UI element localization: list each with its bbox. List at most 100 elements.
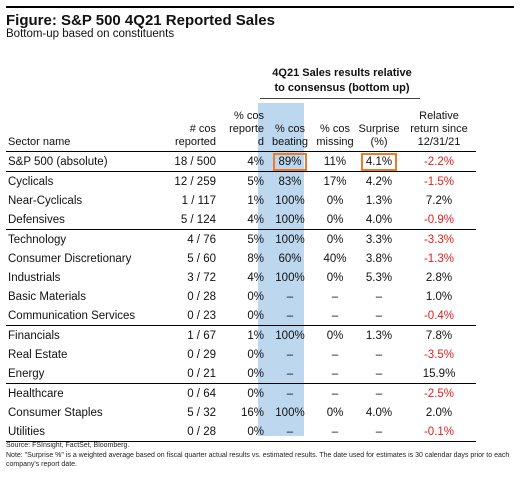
relative-return: -0.4% <box>423 309 455 322</box>
pct-beating: – <box>286 290 294 303</box>
relative-return: 7.2% <box>425 194 453 207</box>
surprise-pct-cell: – <box>356 364 402 384</box>
pct-missing: – <box>331 367 339 380</box>
pct-reported-cell: 16% <box>218 403 266 422</box>
reported-count-cell: 5 / 60 <box>154 249 218 268</box>
surprise-pct: 1.3% <box>365 329 393 342</box>
sector-name-cell: Consumer Staples <box>6 403 154 422</box>
pct-beating-cell: 100% <box>266 325 314 345</box>
pct-beating: 100% <box>275 406 305 419</box>
pct-beating-cell: – <box>266 422 314 442</box>
sector-name: Communication Services <box>8 309 136 322</box>
relative-return: -0.1% <box>423 425 455 438</box>
col-header-surprise: Surprise (%) <box>356 103 402 152</box>
table-row: Consumer Discretionary 5 / 60 8% 60% 40% 3.8%… <box>6 249 476 268</box>
sector-name: S&P 500 (absolute) <box>8 155 108 168</box>
pct-reported-cell: 0% <box>218 345 266 364</box>
sales-results-table: Sector name # cos reported % cos reporte d … <box>6 103 476 442</box>
sector-name-cell: Energy <box>6 364 154 384</box>
reported-count: 1 / 117 <box>181 194 216 207</box>
group-header-line1: 4Q21 Sales results relative <box>272 67 412 79</box>
pct-missing: – <box>331 425 339 438</box>
pct-missing-cell: 0% <box>314 210 356 230</box>
reported-count: 0 / 64 <box>187 387 216 400</box>
surprise-pct-cell: – <box>356 345 402 364</box>
relative-return: 2.0% <box>425 406 453 419</box>
col-header-reported: # cos reported <box>154 103 218 152</box>
surprise-pct: 3.8% <box>365 252 393 265</box>
pct-beating: 100% <box>275 194 305 207</box>
reported-count: 3 / 72 <box>187 271 216 284</box>
pct-reported: 0% <box>247 309 264 322</box>
table-row: S&P 500 (absolute) 18 / 500 4% 89% 11% 4.1% -2… <box>6 151 476 172</box>
relative-return-cell: 2.8% <box>402 268 476 287</box>
reported-count-cell: 1 / 117 <box>154 191 218 210</box>
surprise-pct: 1.3% <box>365 194 393 207</box>
surprise-pct: 4.2% <box>365 175 393 188</box>
surprise-pct-cell: 1.3% <box>356 325 402 345</box>
surprise-pct: – <box>375 290 383 303</box>
relative-return-cell: 15.9% <box>402 364 476 384</box>
pct-beating-cell: – <box>266 345 314 364</box>
sector-name: Cyclicals <box>8 175 54 188</box>
pct-beating: 100% <box>275 329 305 342</box>
pct-missing-cell: 0% <box>314 325 356 345</box>
pct-beating-cell: – <box>266 287 314 306</box>
pct-reported-cell: 4% <box>218 268 266 287</box>
reported-count-cell: 5 / 32 <box>154 403 218 422</box>
reported-count-cell: 0 / 28 <box>154 287 218 306</box>
pct-beating: – <box>286 367 294 380</box>
table-body: S&P 500 (absolute) 18 / 500 4% 89% 11% 4.1% -2… <box>6 151 476 442</box>
table-row: Near-Cyclicals 1 / 117 1% 100% 0% 1.3% 7.2% <box>6 191 476 210</box>
relative-return: -1.3% <box>423 252 455 265</box>
pct-beating-cell: 100% <box>266 210 314 230</box>
surprise-pct: 3.3% <box>365 233 393 246</box>
pct-reported: 16% <box>240 406 264 419</box>
col-header-relative-return: Relative return since 12/31/21 <box>402 103 476 152</box>
pct-reported: 1% <box>247 329 264 342</box>
pct-beating-cell: 100% <box>266 268 314 287</box>
table-row: Energy 0 / 21 0% – – – 15.9% <box>6 364 476 384</box>
pct-missing-cell: 0% <box>314 229 356 249</box>
pct-beating: 60% <box>278 252 302 265</box>
pct-missing-cell: – <box>314 383 356 403</box>
relative-return-cell: -3.5% <box>402 345 476 364</box>
figure-title: Figure: S&P 500 4Q21 Reported Sales <box>6 6 514 29</box>
sector-name-cell: Real Estate <box>6 345 154 364</box>
col-header-pct-reported: % cos reporte d <box>218 103 266 152</box>
pct-reported-cell: 0% <box>218 306 266 326</box>
pct-missing: 0% <box>326 271 344 284</box>
relative-return: -2.5% <box>423 387 455 400</box>
table-row: Cyclicals 12 / 259 5% 83% 17% 4.2% -1.5% <box>6 171 476 191</box>
table-row: Financials 1 / 67 1% 100% 0% 1.3% 7.8% <box>6 325 476 345</box>
surprise-pct-cell: – <box>356 422 402 442</box>
relative-return: -0.9% <box>423 213 455 226</box>
pct-beating: – <box>286 348 294 361</box>
source-note: Source: FSInsight, FactSet, Bloomberg. <box>6 442 130 449</box>
relative-return: 2.8% <box>425 271 453 284</box>
group-header-rule <box>260 98 420 99</box>
reported-count-cell: 12 / 259 <box>154 171 218 191</box>
reported-count-cell: 0 / 28 <box>154 422 218 442</box>
pct-reported-cell: 0% <box>218 287 266 306</box>
relative-return-cell: -2.5% <box>402 383 476 403</box>
reported-count: 4 / 76 <box>187 233 216 246</box>
pct-beating: – <box>286 309 294 322</box>
pct-beating-cell: 100% <box>266 191 314 210</box>
reported-count-cell: 0 / 21 <box>154 364 218 384</box>
surprise-pct: – <box>375 309 383 322</box>
sector-name: Healthcare <box>8 387 64 400</box>
surprise-pct: 4.1% <box>360 152 398 171</box>
pct-beating-cell: 60% <box>266 249 314 268</box>
relative-return-cell: 2.0% <box>402 403 476 422</box>
reported-count-cell: 1 / 67 <box>154 325 218 345</box>
reported-count: 1 / 67 <box>187 329 216 342</box>
pct-reported: 1% <box>247 194 264 207</box>
relative-return-cell: 1.0% <box>402 287 476 306</box>
sector-name-cell: Cyclicals <box>6 171 154 191</box>
relative-return-cell: 7.2% <box>402 191 476 210</box>
pct-missing: 17% <box>323 175 347 188</box>
surprise-pct: – <box>375 348 383 361</box>
surprise-pct-cell: – <box>356 383 402 403</box>
sector-name: Defensives <box>8 213 65 226</box>
